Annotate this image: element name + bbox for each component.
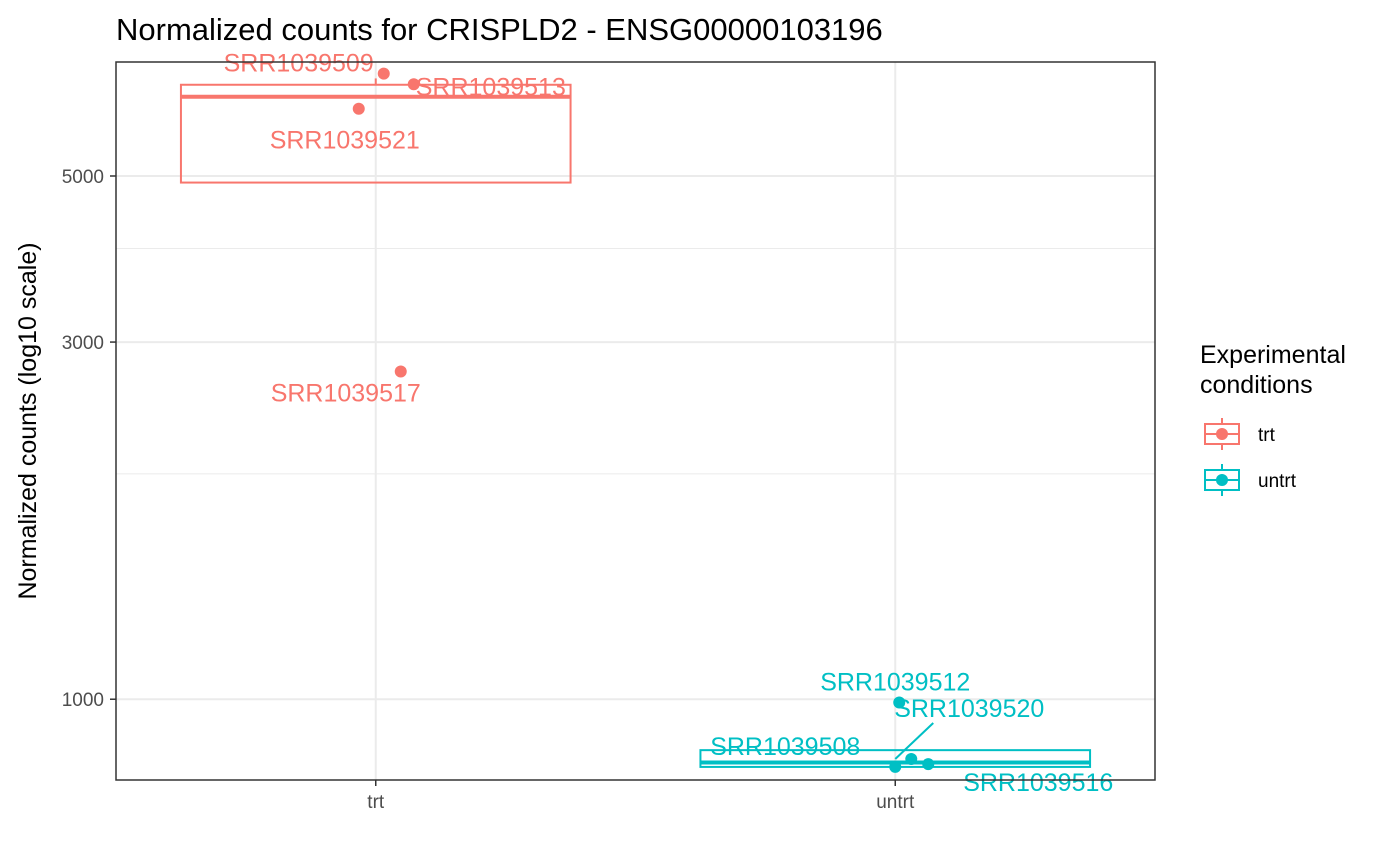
x-tick-label: untrt: [876, 792, 915, 813]
legend-label: untrt: [1258, 471, 1297, 492]
legend-label: trt: [1258, 425, 1276, 446]
point-label: SRR1039508: [710, 733, 860, 761]
point-label: SRR1039516: [963, 769, 1113, 797]
legend-title: conditions: [1200, 371, 1313, 399]
y-axis-title: Normalized counts (log10 scale): [14, 242, 42, 599]
legend-key-point: [1216, 428, 1228, 440]
point-label: SRR1039509: [224, 50, 374, 78]
point-label: SRR1039513: [416, 73, 566, 101]
data-point: [922, 758, 935, 771]
chart-title: Normalized counts for CRISPLD2 - ENSG000…: [116, 12, 883, 47]
box-trt: [179, 78, 572, 184]
legend-key-untrt: [1204, 464, 1240, 496]
y-tick-label: 3000: [62, 333, 104, 354]
point-label: SRR1039521: [270, 127, 420, 155]
y-tick-label: 5000: [62, 167, 104, 188]
data-point: [377, 67, 390, 80]
legend-key-point: [1216, 474, 1228, 486]
y-tick-label: 1000: [62, 690, 104, 711]
plot-area: SRR1039509 SRR1039513 SRR1039521 SRR1039517…: [62, 50, 1156, 813]
point-label: SRR1039517: [271, 380, 421, 408]
legend-title: Experimental: [1200, 341, 1346, 369]
data-point: [905, 753, 918, 766]
data-point: [893, 696, 906, 709]
box-rect: [179, 83, 572, 184]
point-label: SRR1039512: [820, 668, 970, 696]
x-tick-label: trt: [367, 792, 385, 813]
label-leader-line: [894, 722, 934, 760]
legend-key-trt: [1204, 418, 1240, 450]
data-point: [407, 78, 420, 91]
point-label: SRR1039520: [894, 695, 1044, 723]
data-point: [352, 102, 365, 115]
data-point: [394, 365, 407, 378]
data-point: [889, 760, 902, 773]
panel-border: [115, 61, 1156, 781]
